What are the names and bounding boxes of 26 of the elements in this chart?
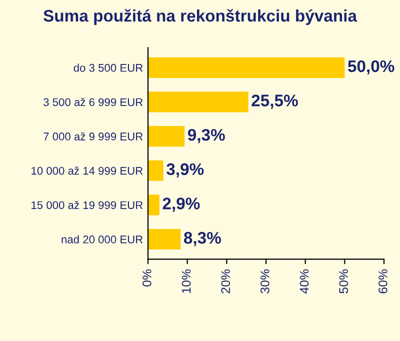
y-tick-label: 7 000 až 9 999 EUR — [44, 132, 143, 140]
y-tick-label: 10 000 až 14 999 EUR — [32, 166, 143, 175]
data-label: 3,9% — [166, 163, 204, 178]
data-label: 50,0% — [348, 60, 394, 75]
data-label: 25,5% — [252, 94, 298, 109]
bar — [148, 160, 164, 181]
data-label: 9,3% — [188, 128, 225, 144]
x-tick-label: 40% — [300, 269, 309, 294]
x-tick-label: 60% — [378, 269, 388, 294]
x-tick-label: 10% — [182, 269, 191, 293]
bar — [148, 228, 181, 250]
x-tick-label: 20% — [221, 269, 230, 294]
bar — [148, 57, 345, 78]
y-tick-label: 3 500 až 6 999 EUR — [44, 98, 143, 106]
data-label: 2,9% — [162, 198, 200, 212]
x-tick-label: 0% — [142, 269, 152, 286]
bar — [148, 92, 248, 112]
chart-title: Suma použitá na rekonštrukciu bývania — [44, 9, 358, 25]
bar — [148, 194, 160, 216]
x-tick-label: 50% — [339, 269, 348, 294]
bar — [148, 126, 185, 147]
data-label: 8,3% — [184, 232, 221, 246]
y-tick-label: 15 000 až 19 999 EUR — [32, 200, 143, 210]
y-tick-label: nad 20 000 EUR — [62, 235, 143, 244]
y-tick-label: do 3 500 EUR — [74, 64, 143, 72]
x-tick-label: 30% — [260, 269, 270, 294]
